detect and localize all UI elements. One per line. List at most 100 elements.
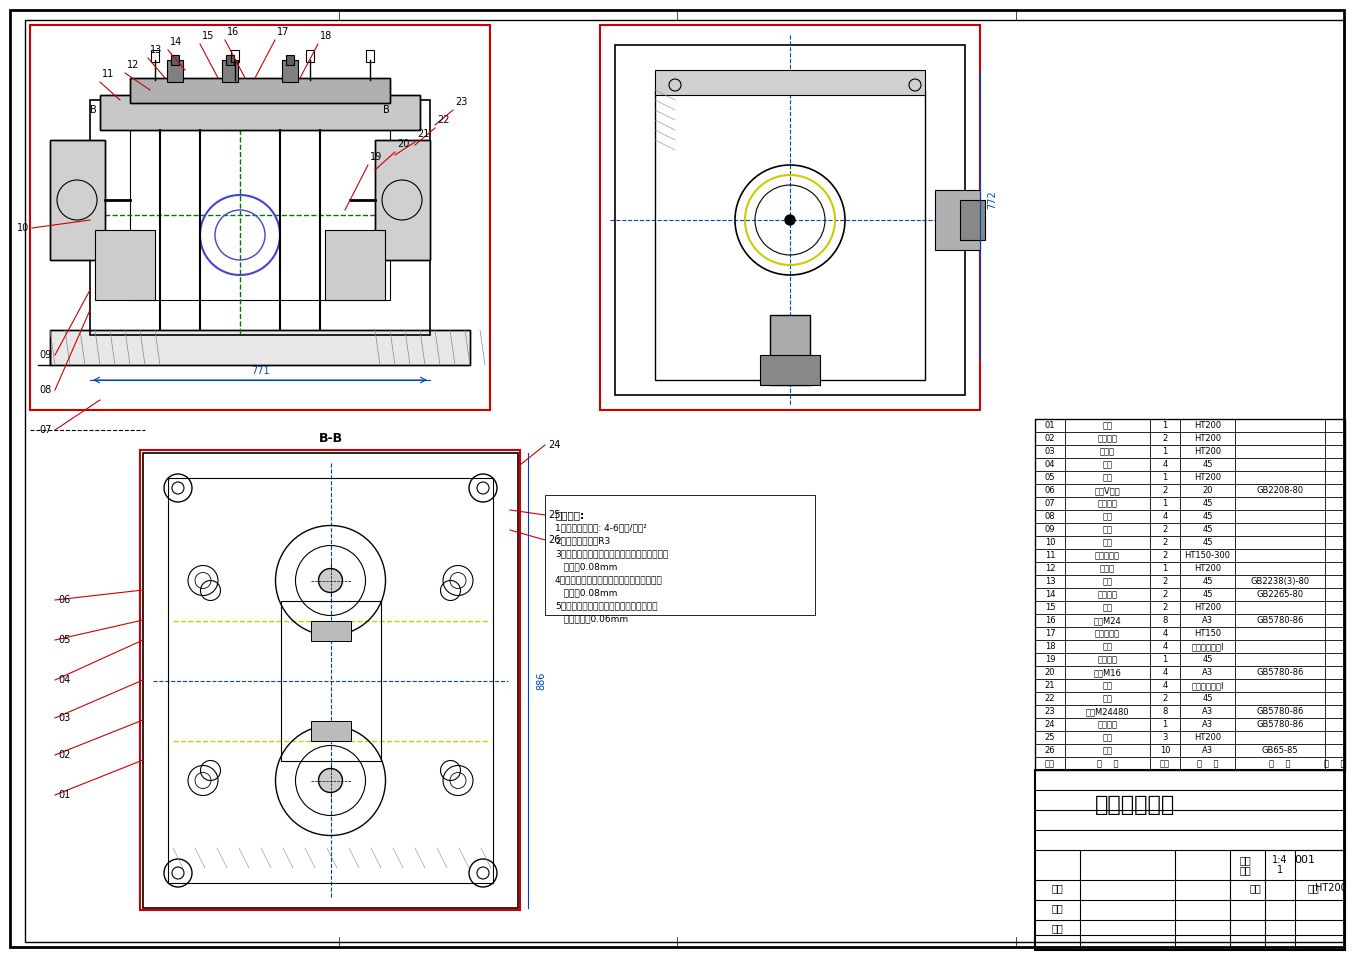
Text: 11: 11 [102,69,114,79]
Text: 碳素弹簧钢丝Ⅰ: 碳素弹簧钢丝Ⅰ [1192,681,1224,690]
Text: 45: 45 [1202,499,1213,508]
Bar [310,620,351,640]
Bar [226,55,234,65]
Bar [232,50,240,62]
Text: 771: 771 [250,366,269,376]
Bar [760,355,821,385]
Text: 17: 17 [278,27,290,37]
Text: 比例: 比例 [1239,855,1251,865]
Text: 2: 2 [1162,590,1167,599]
Text: 23: 23 [1045,707,1055,716]
Text: 数量: 数量 [1160,759,1170,768]
Bar [655,90,925,380]
Text: 衬套: 衬套 [1102,577,1113,586]
Text: 45: 45 [1202,512,1213,521]
Circle shape [318,768,343,792]
Bar [100,95,420,130]
Text: HT200: HT200 [1194,564,1221,573]
Text: 08: 08 [39,385,51,395]
Text: 活塞: 活塞 [1102,525,1113,534]
Text: 材    料: 材 料 [1197,759,1219,768]
Text: 限位螺钉: 限位螺钉 [1098,720,1117,729]
Bar [130,78,390,103]
Text: 制图: 制图 [1051,883,1063,893]
Bar [50,140,106,260]
Text: 03: 03 [58,713,70,723]
Text: 4: 4 [1162,681,1167,690]
Text: 09: 09 [1045,525,1055,534]
Text: 16: 16 [227,27,240,37]
Text: HT150: HT150 [1194,629,1221,638]
Text: 18: 18 [1045,642,1055,651]
Text: 001: 001 [1294,855,1316,865]
Text: 45: 45 [1202,655,1213,664]
Text: 24: 24 [548,440,561,450]
Bar [50,330,470,365]
Text: 45: 45 [1202,538,1213,547]
Bar [1034,770,1345,950]
Text: 10: 10 [1045,538,1055,547]
Text: 2: 2 [1162,603,1167,612]
Text: GB65-85: GB65-85 [1262,746,1298,755]
Text: 05: 05 [58,635,70,645]
Text: GB5780-86: GB5780-86 [1257,720,1304,729]
Text: 1: 1 [1162,421,1167,430]
Text: 1: 1 [1277,865,1284,875]
Text: 小车: 小车 [1102,473,1113,482]
Text: HT200: HT200 [1194,434,1221,443]
Text: 2: 2 [1162,525,1167,534]
Text: 15: 15 [1045,603,1055,612]
Text: 定位支承板: 定位支承板 [1095,629,1120,638]
Text: 19: 19 [1045,655,1055,664]
Text: B: B [89,105,96,115]
Text: 07: 07 [39,425,51,435]
Bar [130,130,390,300]
Text: HT200: HT200 [1194,421,1221,430]
Bar [282,60,298,82]
Text: 2: 2 [1162,551,1167,560]
Bar [280,600,380,761]
Text: 碳素弹簧钢丝Ⅰ: 碳素弹簧钢丝Ⅰ [1192,642,1224,651]
Bar [286,55,294,65]
Text: 05: 05 [1045,473,1055,482]
Text: HT200: HT200 [1194,603,1221,612]
Text: 螺母M24: 螺母M24 [1094,616,1121,625]
Text: 管柱: 管柱 [1102,694,1113,703]
Text: 审核: 审核 [1051,923,1063,933]
Text: 08: 08 [1045,512,1055,521]
Bar [375,140,431,260]
Bar [50,330,470,365]
Text: 4: 4 [1162,512,1167,521]
Text: 钻模板: 钻模板 [1099,564,1114,573]
Text: 2: 2 [1162,577,1167,586]
Text: 8: 8 [1162,616,1167,625]
Text: 886: 886 [536,671,546,690]
Text: GB2208-80: GB2208-80 [1257,486,1304,495]
Text: 4: 4 [1162,629,1167,638]
Bar [50,140,106,260]
Bar [960,200,984,240]
Text: 1: 1 [1162,720,1167,729]
Text: 12: 12 [1045,564,1055,573]
Text: 误差不大于0.06mm: 误差不大于0.06mm [555,614,628,623]
Text: 20: 20 [1045,668,1055,677]
Text: 18: 18 [320,31,332,41]
Text: 45: 45 [1202,577,1213,586]
Text: 不大于0.08mm: 不大于0.08mm [555,562,617,571]
Text: 4: 4 [1162,642,1167,651]
Text: 1:4: 1:4 [1273,855,1288,865]
Bar [144,453,519,908]
Text: 定位滚轮: 定位滚轮 [1098,655,1117,664]
Text: 弹簧: 弹簧 [1102,642,1113,651]
Text: 滚轮: 滚轮 [1102,460,1113,469]
Text: 19: 19 [370,152,382,162]
Text: 17: 17 [1045,629,1055,638]
Text: 螺钉: 螺钉 [1102,746,1113,755]
Text: 2、活塞圆角半径R3: 2、活塞圆角半径R3 [555,536,611,545]
Text: 螺栓M24480: 螺栓M24480 [1086,707,1129,716]
Text: HT200: HT200 [1315,883,1347,893]
Text: 07: 07 [1045,499,1055,508]
Text: GB5780-86: GB5780-86 [1257,668,1304,677]
Text: 16: 16 [1045,616,1055,625]
Text: 2: 2 [1162,486,1167,495]
